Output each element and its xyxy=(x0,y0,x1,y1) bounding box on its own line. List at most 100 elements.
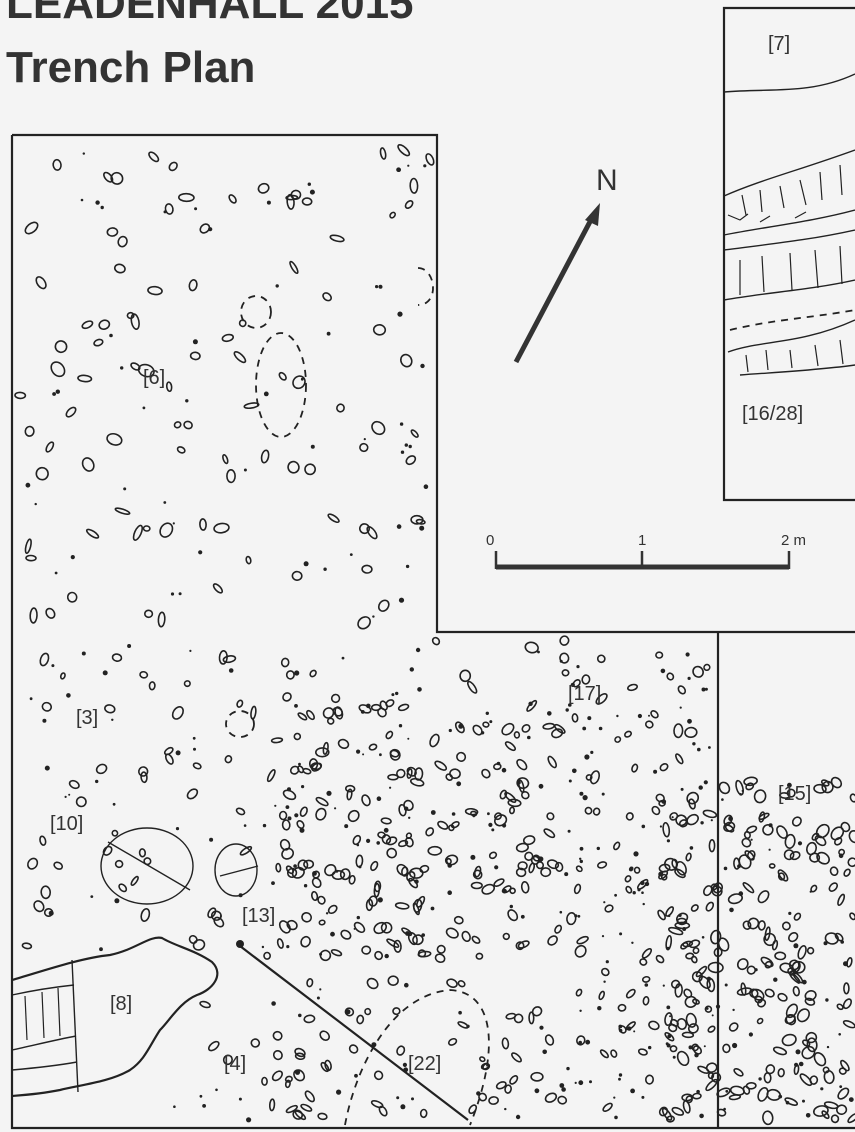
stone xyxy=(691,971,704,983)
pebble xyxy=(383,827,389,833)
pebble xyxy=(618,1024,623,1029)
stone xyxy=(356,1014,365,1025)
stone xyxy=(289,260,299,275)
stone xyxy=(114,507,131,515)
stone xyxy=(644,720,654,729)
pebble xyxy=(618,1073,623,1077)
stone xyxy=(488,851,498,860)
stone xyxy=(340,929,352,940)
stone xyxy=(222,655,237,664)
dashed-feature-c xyxy=(417,267,434,306)
stone xyxy=(472,869,483,880)
stone xyxy=(475,952,484,960)
stone xyxy=(617,1003,627,1012)
stone xyxy=(39,652,50,667)
stone xyxy=(380,921,393,934)
stone xyxy=(756,1017,764,1025)
scale-bar xyxy=(494,551,791,570)
stone xyxy=(650,710,659,719)
stone xyxy=(306,709,315,721)
stone xyxy=(434,953,446,964)
stone xyxy=(409,867,424,879)
pebble xyxy=(538,856,544,862)
stone xyxy=(54,340,68,354)
stone xyxy=(21,942,33,950)
pebble xyxy=(303,561,309,567)
stone xyxy=(836,1003,844,1011)
pebble xyxy=(95,779,99,784)
stone xyxy=(631,763,639,773)
stone xyxy=(14,391,27,400)
pebble xyxy=(838,1033,841,1036)
pebble xyxy=(572,768,577,774)
stone xyxy=(584,806,593,815)
pebble xyxy=(372,615,375,618)
stone xyxy=(319,949,332,962)
pebble xyxy=(577,914,581,918)
stone xyxy=(718,781,731,795)
stone xyxy=(29,607,38,624)
pebble xyxy=(778,1094,783,1099)
stone xyxy=(596,654,606,664)
stone xyxy=(471,935,481,944)
pebble xyxy=(805,1113,811,1118)
stone xyxy=(691,1043,700,1052)
stone xyxy=(436,944,446,954)
stone xyxy=(140,908,151,922)
stone xyxy=(557,1095,568,1105)
stone xyxy=(81,457,95,472)
stone xyxy=(357,616,371,630)
stone xyxy=(326,717,335,725)
pebble xyxy=(420,363,425,369)
stone xyxy=(746,965,756,975)
stone xyxy=(495,1081,507,1090)
pebble xyxy=(399,422,404,426)
stone xyxy=(633,866,641,874)
stone xyxy=(373,882,381,898)
stone xyxy=(504,741,516,752)
stone xyxy=(833,837,843,846)
pebble xyxy=(430,810,436,815)
pebble xyxy=(423,484,429,490)
stone xyxy=(397,703,410,712)
stone xyxy=(704,1005,713,1013)
stone xyxy=(81,320,94,330)
pebble xyxy=(496,761,501,766)
pebble xyxy=(603,980,606,983)
pebble xyxy=(840,940,844,944)
pebble xyxy=(298,762,301,766)
stone xyxy=(456,751,467,762)
stone xyxy=(324,863,337,877)
stone xyxy=(404,200,414,209)
stone xyxy=(278,371,287,381)
context-10-label: [10] xyxy=(50,813,83,835)
stone xyxy=(574,944,587,958)
pebble xyxy=(419,525,425,531)
stone xyxy=(164,753,174,765)
stone xyxy=(389,748,401,761)
scale-tick-1: 1 xyxy=(638,532,646,549)
stone xyxy=(186,788,199,800)
stone xyxy=(364,1007,372,1016)
pebble xyxy=(51,664,55,668)
stone xyxy=(757,920,766,931)
stone xyxy=(781,921,791,931)
stone xyxy=(353,921,366,934)
pebble xyxy=(698,785,703,790)
stone xyxy=(683,988,693,999)
stone xyxy=(53,861,64,870)
pebble xyxy=(587,716,592,721)
stone xyxy=(226,469,236,484)
stone xyxy=(25,554,37,562)
stone xyxy=(285,1104,298,1114)
stone xyxy=(385,836,398,846)
stone xyxy=(624,730,632,738)
pebble xyxy=(687,676,691,681)
dashed-feature-a xyxy=(255,332,307,438)
stone xyxy=(132,524,144,541)
stone xyxy=(688,798,696,810)
stone xyxy=(745,782,755,791)
pebble xyxy=(644,881,650,887)
stone xyxy=(332,706,343,717)
stone xyxy=(276,938,284,949)
